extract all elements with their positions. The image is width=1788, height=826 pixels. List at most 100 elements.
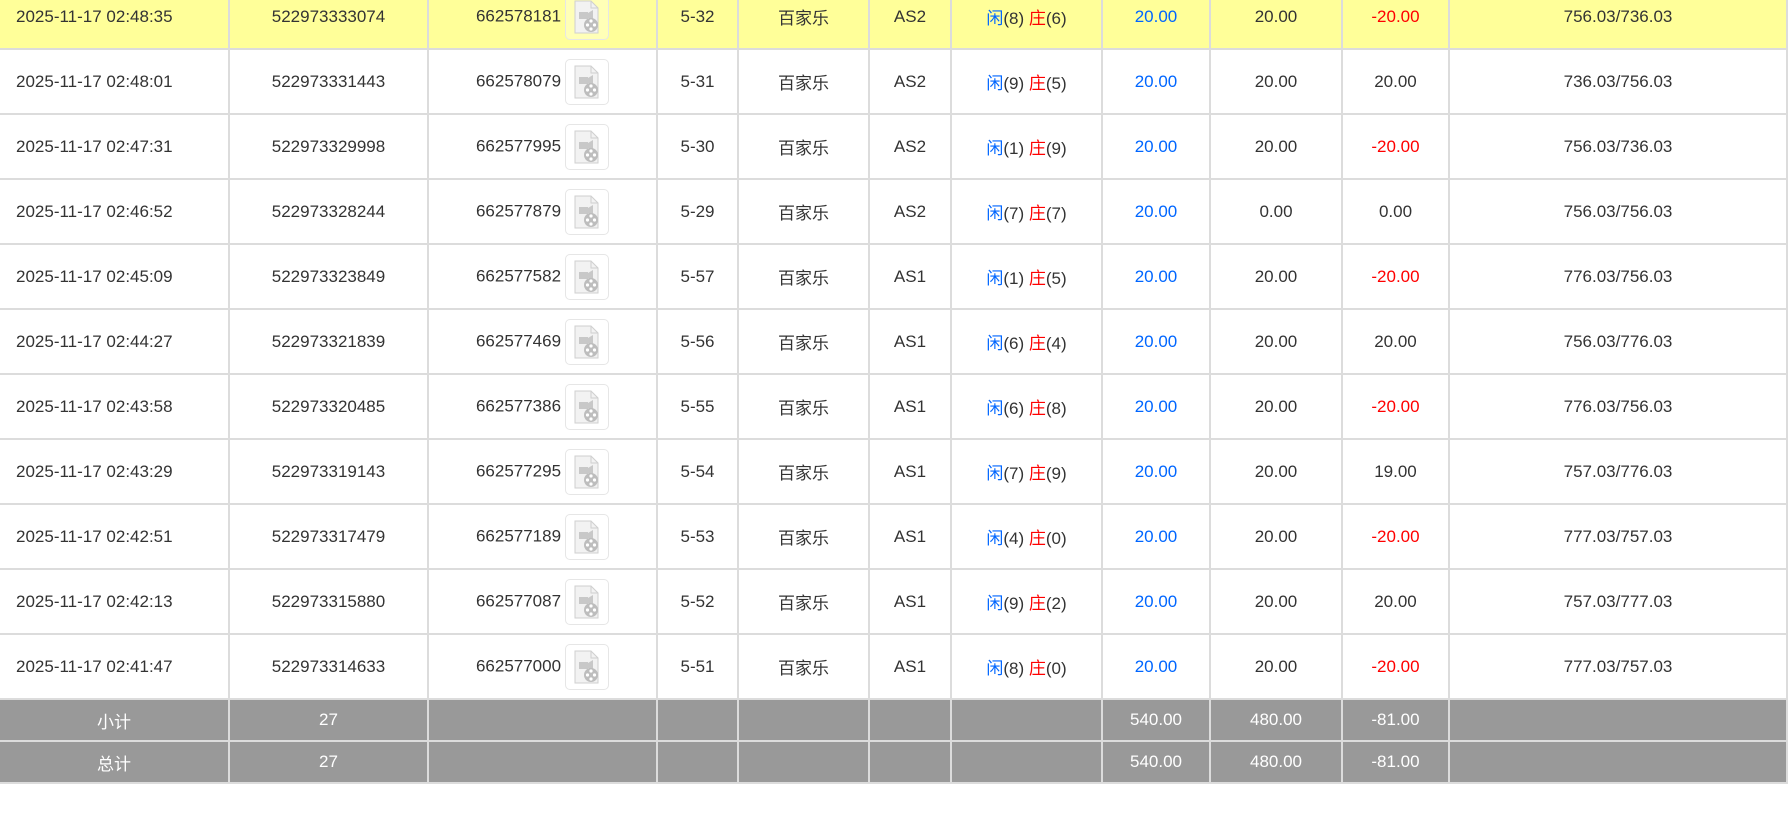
video-replay-icon[interactable] (565, 448, 610, 495)
bet-records-table-container: 2025-11-17 02:48:35 522973333074 662578181… (0, 0, 1788, 784)
result-cell: 闲(8) 庄(0) (950, 633, 1103, 700)
video-replay-icon[interactable] (565, 0, 610, 40)
round-id-cell: 662577295 (427, 438, 658, 505)
result-cell: 闲(6) 庄(4) (950, 308, 1103, 375)
table-row[interactable]: 2025-11-17 02:43:58 522973320485 662577386… (0, 373, 1788, 440)
table-cell: AS1 (868, 633, 952, 700)
valid-bet-cell: 0.00 (1209, 178, 1343, 245)
banker-label: 庄 (1028, 399, 1046, 418)
bet-amount-cell: 20.00 (1101, 308, 1211, 375)
shoe-round-cell: 5-32 (656, 0, 739, 50)
bet-amount-cell: 20.00 (1101, 568, 1211, 635)
round-id: 662577469 (475, 330, 562, 350)
video-replay-icon[interactable] (565, 188, 610, 235)
shoe-round-cell: 5-57 (656, 243, 739, 310)
valid-bet-cell: 20.00 (1209, 243, 1343, 310)
video-replay-icon[interactable] (565, 58, 610, 105)
game-type-cell: 百家乐 (737, 568, 870, 635)
round-id: 662577386 (475, 395, 562, 415)
banker-points: (0) (1045, 529, 1067, 548)
round-id: 662577295 (475, 460, 562, 480)
shoe-round-cell: 5-51 (656, 633, 739, 700)
banker-points: (0) (1045, 659, 1067, 678)
video-replay-icon[interactable] (565, 383, 610, 430)
video-replay-icon[interactable] (565, 643, 610, 690)
video-replay-icon[interactable] (565, 123, 610, 170)
game-type-cell: 百家乐 (737, 633, 870, 700)
table-row[interactable]: 2025-11-17 02:48:35 522973333074 662578181… (0, 0, 1788, 50)
banker-points: (5) (1045, 74, 1067, 93)
shoe-round-cell: 5-29 (656, 178, 739, 245)
round-id-cell: 662577386 (427, 373, 658, 440)
summary-empty-cell (737, 740, 870, 784)
bet-amount-cell: 20.00 (1101, 48, 1211, 115)
banker-label: 庄 (1028, 269, 1046, 288)
banker-points: (5) (1045, 269, 1067, 288)
table-row[interactable]: 2025-11-17 02:41:47 522973314633 662577000… (0, 633, 1788, 700)
table-row[interactable]: 2025-11-17 02:45:09 522973323849 662577582… (0, 243, 1788, 310)
video-replay-icon[interactable] (565, 318, 610, 365)
banker-label: 庄 (1028, 659, 1046, 678)
game-type-cell: 百家乐 (737, 0, 870, 50)
game-type-cell: 百家乐 (737, 243, 870, 310)
player-label: 闲 (986, 9, 1004, 28)
valid-bet-cell: 20.00 (1209, 438, 1343, 505)
bet-time-cell: 2025-11-17 02:48:35 (0, 0, 230, 50)
result-cell: 闲(7) 庄(9) (950, 438, 1103, 505)
table-row[interactable]: 2025-11-17 02:44:27 522973321839 662577469… (0, 308, 1788, 375)
table-row[interactable]: 2025-11-17 02:43:29 522973319143 662577295… (0, 438, 1788, 505)
video-replay-icon[interactable] (565, 578, 610, 625)
result-cell: 闲(7) 庄(7) (950, 178, 1103, 245)
bet-amount-cell: 20.00 (1101, 178, 1211, 245)
banker-label: 庄 (1028, 334, 1046, 353)
player-points: (7) (1003, 464, 1025, 483)
win-loss-cell: 0.00 (1341, 178, 1450, 245)
result-cell: 闲(6) 庄(8) (950, 373, 1103, 440)
summary-empty-cell (868, 740, 952, 784)
shoe-round-cell: 5-54 (656, 438, 739, 505)
balance-cell: 736.03/756.03 (1448, 48, 1788, 115)
bet-amount-cell: 20.00 (1101, 438, 1211, 505)
win-loss-cell: 19.00 (1341, 438, 1450, 505)
bet-time-cell: 2025-11-17 02:45:09 (0, 243, 230, 310)
table-row[interactable]: 2025-11-17 02:42:13 522973315880 662577087… (0, 568, 1788, 635)
video-replay-icon[interactable] (565, 253, 610, 300)
bet-amount-cell: 20.00 (1101, 113, 1211, 180)
player-points: (1) (1003, 139, 1025, 158)
order-id-cell: 522973328244 (228, 178, 429, 245)
game-type-cell: 百家乐 (737, 113, 870, 180)
bet-amount-cell: 20.00 (1101, 633, 1211, 700)
win-loss-cell: -20.00 (1341, 243, 1450, 310)
player-points: (4) (1003, 529, 1025, 548)
round-id: 662577995 (475, 135, 562, 155)
banker-points: (8) (1045, 399, 1067, 418)
video-replay-icon[interactable] (565, 513, 610, 560)
win-loss-cell: -20.00 (1341, 0, 1450, 50)
round-id-cell: 662577189 (427, 503, 658, 570)
table-row[interactable]: 2025-11-17 02:47:31 522973329998 662577995… (0, 113, 1788, 180)
player-label: 闲 (986, 529, 1004, 548)
subtotal-row: 小计 27 540.00 480.00 -81.00 (0, 698, 1788, 742)
table-row[interactable]: 2025-11-17 02:46:52 522973328244 662577879… (0, 178, 1788, 245)
bet-amount-cell: 20.00 (1101, 503, 1211, 570)
bet-time-cell: 2025-11-17 02:41:47 (0, 633, 230, 700)
balance-cell: 757.03/776.03 (1448, 438, 1788, 505)
banker-label: 庄 (1028, 139, 1046, 158)
player-points: (9) (1003, 594, 1025, 613)
round-id: 662577000 (475, 655, 562, 675)
summary-empty-cell (427, 740, 658, 784)
win-loss-cell: -20.00 (1341, 633, 1450, 700)
order-id-cell: 522973314633 (228, 633, 429, 700)
summary-count: 27 (228, 698, 429, 742)
balance-cell: 776.03/756.03 (1448, 243, 1788, 310)
summary-empty-cell (1448, 698, 1788, 742)
round-id-cell: 662577000 (427, 633, 658, 700)
player-label: 闲 (986, 334, 1004, 353)
result-cell: 闲(4) 庄(0) (950, 503, 1103, 570)
table-row[interactable]: 2025-11-17 02:42:51 522973317479 662577189… (0, 503, 1788, 570)
player-points: (8) (1003, 659, 1025, 678)
table-row[interactable]: 2025-11-17 02:48:01 522973331443 662578079… (0, 48, 1788, 115)
player-label: 闲 (986, 594, 1004, 613)
player-points: (7) (1003, 204, 1025, 223)
summary-bet: 540.00 (1101, 740, 1211, 784)
